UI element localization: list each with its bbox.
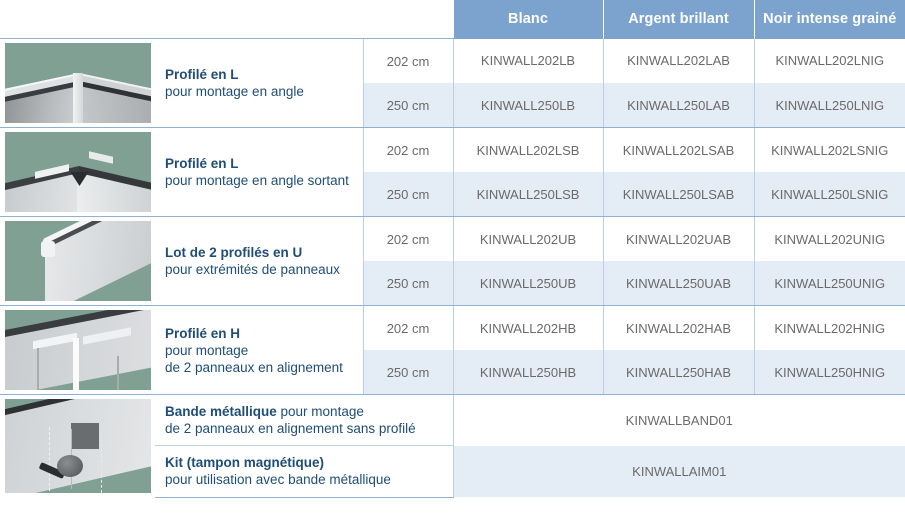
header-color-argent-brillant: Argent brillant: [602, 0, 755, 39]
product-code-argent: KINWALL250UAB: [603, 261, 755, 306]
product-description-cell: Profilé en H pour montage de 2 panneaux …: [155, 305, 364, 395]
product-subtitle: pour extrémités de panneaux: [165, 262, 340, 277]
product-title: Lot de 2 profilés en U: [165, 245, 303, 260]
product-code-argent: KINWALL250HAB: [603, 350, 755, 395]
product-code-argent: KINWALL250LSAB: [603, 172, 755, 217]
table-row: 250 cm KINWALL250LSB KINWALL250LSAB KINW…: [0, 172, 905, 217]
accessory-image-cell: [0, 394, 155, 497]
table-row: Profilé en H pour montage de 2 panneaux …: [0, 305, 905, 395]
h-profile-panel-joint-photo: [4, 310, 151, 390]
variant-size: 250 cm: [363, 172, 454, 217]
product-code-noir: KINWALL250LNIG: [754, 83, 905, 128]
product-description-cell: Lot de 2 profilés en U pour extrémités d…: [155, 216, 364, 306]
accessory-title-tail: pour montage: [276, 404, 364, 420]
product-title: Profilé en L: [165, 156, 239, 171]
accessory-code: KINWALLAIM01: [453, 445, 905, 497]
product-code-blanc: KINWALL250HB: [453, 350, 604, 395]
accessory-description-cell: Kit (tampon magnétique) pour utilisation…: [155, 445, 454, 498]
product-code-blanc: KINWALL202LSB: [453, 127, 604, 172]
accessory-subtitle: pour utilisation avec bande métallique: [165, 472, 391, 488]
accessory-title-line: Kit (tampon magnétique): [165, 454, 445, 471]
product-title: Profilé en H: [165, 325, 241, 341]
magnetic-band-and-pad-photo: [4, 399, 151, 493]
table-row: Lot de 2 profilés en U pour extrémités d…: [0, 216, 905, 306]
product-code-argent: KINWALL202HAB: [603, 305, 755, 350]
variant-size: 202 cm: [363, 38, 454, 83]
variant-size: 250 cm: [363, 350, 454, 395]
table-row: 250 cm KINWALL250UB KINWALL250UAB KINWAL…: [0, 261, 905, 306]
product-image-cell: [0, 127, 155, 217]
product-code-blanc: KINWALL250LSB: [453, 172, 604, 217]
product-code-noir: KINWALL202HNIG: [754, 305, 905, 350]
variant-size: 250 cm: [363, 83, 454, 128]
table-row: Profilé en L pour montage en angle 202 c…: [0, 38, 905, 128]
product-code-blanc: KINWALL202LB: [453, 38, 604, 83]
accessory-title: Kit (tampon magnétique): [165, 455, 324, 471]
product-code-noir: KINWALL202LNIG: [754, 38, 905, 83]
product-code-argent: KINWALL250LAB: [603, 83, 755, 128]
product-image-cell: [0, 216, 155, 306]
product-code-noir: KINWALL202LSNIG: [754, 127, 905, 172]
table-row: Bande métallique pour montage de 2 panne…: [0, 394, 905, 497]
product-image-cell: [0, 38, 155, 128]
table-row: 250 cm KINWALL250LB KINWALL250LAB KINWAL…: [0, 83, 905, 128]
product-description-cell: Profilé en L pour montage en angle: [155, 38, 364, 128]
table-row: Kit (tampon magnétique) pour utilisation…: [0, 445, 905, 498]
accessory-description-cell: Bande métallique pour montage de 2 panne…: [155, 394, 454, 447]
variant-size: 250 cm: [363, 261, 454, 306]
product-code-blanc: KINWALL202UB: [453, 216, 604, 261]
table-row: Profilé en L pour montage en angle sorta…: [0, 127, 905, 217]
variant-size: 202 cm: [363, 216, 454, 261]
header-color-blanc: Blanc: [452, 0, 604, 39]
accessory-title: Bande métallique: [165, 404, 277, 420]
product-code-noir: KINWALL250UNIG: [754, 261, 905, 306]
product-subtitle: pour montage en angle sortant: [165, 173, 349, 188]
product-subtitle-line2: de 2 panneaux en alignement: [165, 359, 343, 375]
product-code-argent: KINWALL202LAB: [603, 38, 755, 83]
accessory-title-line: Bande métallique pour montage: [165, 403, 445, 420]
product-code-blanc: KINWALL202HB: [453, 305, 604, 350]
product-code-argent: KINWALL202LSAB: [603, 127, 755, 172]
header-row: Blanc Argent brillant Noir intense grain…: [0, 0, 905, 39]
header-color-noir-intense-graine: Noir intense grainé: [753, 0, 905, 39]
table-row: 250 cm KINWALL250HB KINWALL250HAB KINWAL…: [0, 350, 905, 395]
product-description-cell: Profilé en L pour montage en angle sorta…: [155, 127, 364, 217]
header-blank-cell: [0, 0, 454, 39]
accessory-subtitle: de 2 panneaux en alignement sans profilé: [165, 421, 416, 437]
product-image-cell: [0, 305, 155, 395]
product-subtitle: pour montage: [165, 342, 249, 358]
product-title: Profilé en L: [165, 67, 239, 82]
product-code-noir: KINWALL250LSNIG: [754, 172, 905, 217]
product-subtitle: pour montage en angle: [165, 84, 304, 99]
product-code-noir: KINWALL250HNIG: [754, 350, 905, 395]
table-header: Blanc Argent brillant Noir intense grain…: [0, 0, 905, 39]
product-code-noir: KINWALL202UNIG: [754, 216, 905, 261]
product-code-blanc: KINWALL250UB: [453, 261, 604, 306]
accessory-code: KINWALLBAND01: [453, 394, 905, 446]
variant-size: 202 cm: [363, 305, 454, 350]
product-code-argent: KINWALL202UAB: [603, 216, 755, 261]
l-profile-outside-corner-photo: [4, 132, 151, 212]
table-body: Profilé en L pour montage en angle 202 c…: [0, 38, 905, 498]
variant-size: 202 cm: [363, 127, 454, 172]
u-profile-panel-end-photo: [4, 221, 151, 301]
product-code-blanc: KINWALL250LB: [453, 83, 604, 128]
l-profile-inside-corner-photo: [4, 43, 151, 123]
product-reference-table: Blanc Argent brillant Noir intense grain…: [0, 0, 905, 498]
